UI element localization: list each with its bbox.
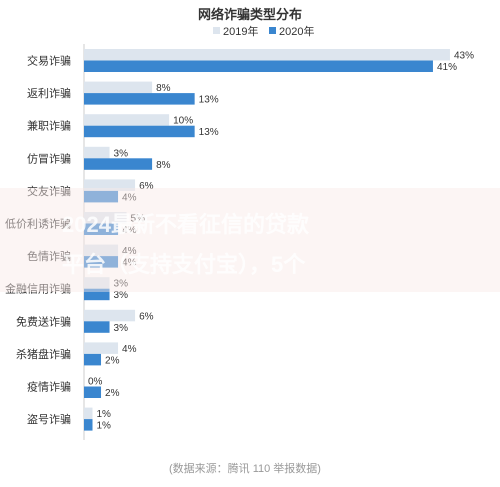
value-label: 3% [114, 323, 129, 334]
value-label: 43% [454, 51, 474, 62]
bar-2019 [84, 146, 110, 159]
bar-2019 [84, 212, 127, 224]
bar-2020 [84, 386, 102, 398]
value-label: 13% [199, 95, 219, 106]
bar-2019 [84, 179, 136, 191]
value-label: 1% [97, 409, 112, 420]
category-label: 仿冒诈骗 [27, 151, 71, 165]
value-label: 4% [122, 246, 137, 257]
bar-2020 [84, 321, 110, 333]
value-label: 3% [114, 279, 129, 290]
category-label: 免费送诈骗 [16, 314, 71, 328]
value-label: 8% [156, 83, 171, 94]
category-label: 盗号诈骗 [27, 412, 71, 426]
value-label: 3% [114, 148, 129, 159]
bar-2019 [84, 114, 170, 126]
value-label: 4% [122, 225, 137, 236]
category-label: 金融信用诈骗 [5, 282, 71, 296]
source-note: (数据来源：腾讯 110 举报数据) [169, 461, 321, 475]
legend-label-2: 2020年 [279, 24, 314, 38]
bar-2019 [84, 407, 93, 420]
value-label: 6% [139, 311, 154, 322]
value-label: 10% [173, 116, 193, 127]
bar-2019 [84, 49, 450, 61]
category-label: 疫情诈骗 [27, 380, 71, 394]
value-label: 4% [122, 258, 137, 269]
value-label: 6% [139, 181, 154, 192]
watermark-line-1: 2024最新不看征信的贷款 [62, 212, 310, 237]
category-label: 返利诈骗 [27, 86, 71, 100]
bar-2019 [84, 309, 136, 322]
bar-2020 [84, 158, 153, 170]
value-label: 13% [199, 127, 219, 138]
legend: 2019年 2020年 [213, 24, 314, 38]
bar-2020 [84, 288, 110, 301]
bar-2020 [84, 256, 119, 268]
watermark-line-2: 平台（支持支付宝），5个 [62, 252, 306, 277]
value-label: 5% [131, 214, 146, 225]
category-label: 交友诈骗 [27, 184, 71, 198]
category-label: 色情诈骗 [27, 249, 71, 263]
category-label: 杀猪盘诈骗 [16, 347, 71, 361]
watermark-band [0, 188, 500, 292]
value-label: 4% [122, 192, 137, 203]
value-label: 2% [105, 388, 120, 399]
bar-2019 [84, 81, 153, 94]
legend-label-1: 2019年 [223, 24, 258, 38]
value-label: 41% [437, 62, 457, 73]
bar-2020 [84, 125, 195, 138]
category-label: 低价利诱诈骗 [5, 217, 71, 231]
legend-swatch-1 [213, 27, 220, 34]
bar-2020 [84, 93, 195, 105]
bar-2020 [84, 353, 102, 366]
bar-2020 [84, 60, 433, 72]
category-label: 兼职诈骗 [27, 119, 71, 133]
bar-2019 [84, 342, 119, 354]
value-label: 1% [97, 421, 112, 432]
value-label: 2% [105, 355, 120, 366]
watermark-overlay: 2024最新不看征信的贷款 平台（支持支付宝），5个 [0, 188, 500, 292]
bar-2019 [84, 277, 110, 289]
bar-2020 [84, 190, 119, 203]
bars [84, 49, 450, 431]
chart-title: 网络诈骗类型分布 [198, 7, 302, 22]
value-label: 0% [88, 377, 103, 388]
category-label: 交易诈骗 [27, 54, 71, 68]
value-label: 3% [114, 290, 129, 301]
category-labels: 交易诈骗返利诈骗兼职诈骗仿冒诈骗交友诈骗低价利诱诈骗色情诈骗金融信用诈骗免费送诈… [5, 54, 71, 427]
bar-2019 [84, 244, 119, 257]
value-label: 8% [156, 160, 171, 171]
value-labels: 43%41%8%13%10%13%3%8%6%4%5%4%4%4%3%3%6%3… [88, 51, 474, 432]
legend-swatch-2 [269, 27, 276, 34]
bar-2020 [84, 419, 93, 431]
value-label: 4% [122, 344, 137, 355]
bar-2020 [84, 223, 119, 235]
